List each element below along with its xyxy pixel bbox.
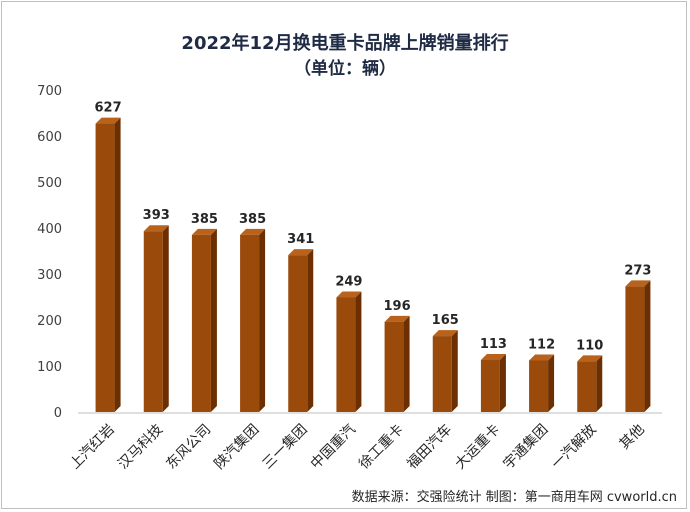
- bar-top: [288, 249, 314, 256]
- bar-top: [384, 315, 410, 322]
- data-label: 196: [384, 299, 411, 314]
- data-label: 627: [95, 101, 122, 116]
- bar-front: [95, 123, 115, 412]
- category-label: 一汽解放: [549, 422, 600, 473]
- data-label: 249: [335, 274, 362, 289]
- bar-side: [355, 291, 362, 412]
- bar-front: [625, 286, 645, 412]
- category-label: 大运重卡: [452, 422, 503, 473]
- y-tick-label: 0: [54, 406, 62, 421]
- bar-side: [162, 225, 169, 412]
- bar-side: [451, 330, 458, 412]
- y-tick-label: 700: [37, 84, 62, 99]
- bar-front: [288, 255, 308, 412]
- data-label: 393: [143, 208, 170, 223]
- bar-front: [529, 360, 549, 412]
- bar-side: [403, 315, 410, 412]
- bar-side: [210, 228, 217, 412]
- data-label: 341: [287, 232, 314, 247]
- bar-front: [240, 234, 260, 412]
- bar-side: [307, 249, 314, 412]
- bar-top: [336, 291, 362, 298]
- bar-top: [240, 228, 266, 235]
- bar-top: [625, 280, 651, 287]
- bar-top: [432, 330, 458, 337]
- data-label: 112: [528, 337, 555, 352]
- data-label: 165: [432, 313, 459, 328]
- bar-front: [336, 297, 356, 412]
- data-label: 273: [624, 263, 651, 278]
- bar-top: [577, 355, 603, 362]
- bar-top: [191, 228, 217, 235]
- bar-side: [548, 354, 555, 412]
- category-label: 其他: [617, 422, 648, 453]
- data-label: 110: [576, 338, 603, 353]
- data-label: 385: [239, 212, 266, 227]
- bar-front: [143, 231, 163, 412]
- bar-top: [143, 225, 169, 232]
- y-tick-label: 400: [37, 222, 62, 237]
- bar: [432, 330, 458, 412]
- bar-side: [499, 354, 506, 412]
- data-label: 113: [480, 337, 507, 352]
- category-label: 福田汽车: [403, 421, 455, 473]
- bar-side: [114, 117, 121, 412]
- bar-front: [480, 360, 500, 412]
- bar: [529, 354, 555, 412]
- bar: [143, 225, 169, 412]
- bar: [191, 228, 217, 412]
- bar-front: [191, 234, 211, 412]
- bar: [240, 228, 266, 412]
- bar: [384, 315, 410, 412]
- bar: [336, 291, 362, 412]
- category-label: 徐工重卡: [356, 422, 407, 473]
- category-label: 上汽红岩: [67, 422, 118, 473]
- chart-subtitle: （单位：辆）: [294, 58, 396, 79]
- bar: [288, 249, 314, 412]
- category-label: 陕汽集团: [211, 421, 263, 473]
- bar-side: [259, 228, 266, 412]
- bar-side: [644, 280, 651, 412]
- category-label: 中国重汽: [308, 422, 359, 473]
- y-tick-label: 300: [37, 268, 62, 283]
- data-label: 385: [191, 212, 218, 227]
- chart-title: 2022年12月换电重卡品牌上牌销量排行: [181, 32, 508, 54]
- bar: [95, 117, 121, 412]
- source-note: 数据来源：交强险统计 制图：第一商用车网 cvworld.cn: [352, 489, 677, 505]
- bar-front: [432, 336, 452, 412]
- category-label: 东风公司: [163, 422, 214, 473]
- bar-side: [596, 355, 603, 412]
- bar: [480, 354, 506, 412]
- category-label: 宇通集团: [500, 421, 552, 473]
- axis-layer: 0 100 200 300 400 500 600 700: [37, 84, 662, 421]
- bars-layer: [95, 117, 651, 412]
- bar: [625, 280, 651, 412]
- y-tick-label: 500: [37, 176, 62, 191]
- category-label: 三一集团: [259, 421, 311, 473]
- y-tick-label: 600: [37, 130, 62, 145]
- bar-top: [529, 354, 555, 361]
- bar-top: [95, 117, 121, 124]
- bar-top: [480, 354, 506, 361]
- y-tick-label: 100: [37, 360, 62, 375]
- bar: [577, 355, 603, 412]
- category-label: 汉马科技: [115, 422, 166, 473]
- bar-front: [577, 361, 597, 412]
- y-tick-label: 200: [37, 314, 62, 329]
- bar-front: [384, 321, 404, 412]
